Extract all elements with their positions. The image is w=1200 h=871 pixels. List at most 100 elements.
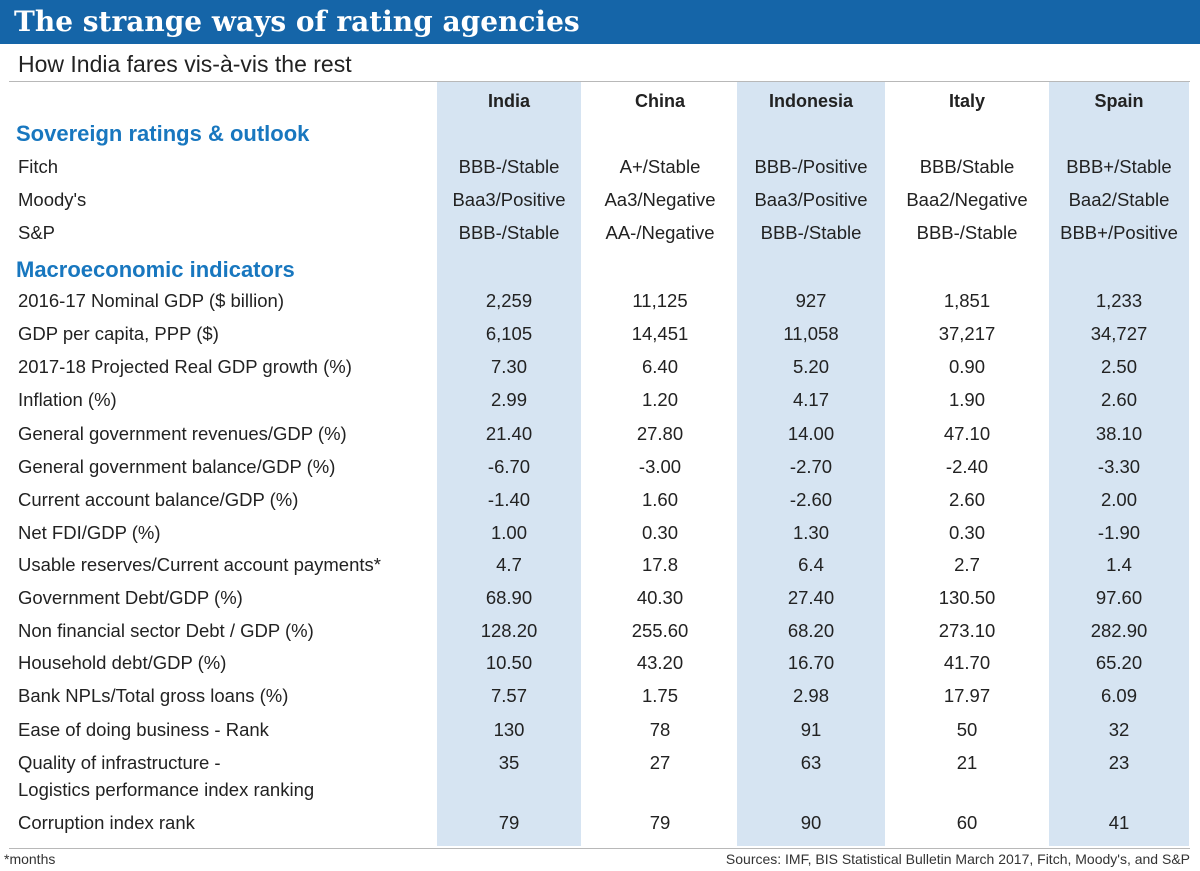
cell-india: 68.90: [485, 587, 533, 608]
cell-italy: 2.60: [948, 489, 985, 510]
row-label-line: S&P: [18, 222, 56, 243]
row-label: Moody's: [18, 186, 86, 213]
cell-indonesia: 1.30: [792, 522, 829, 543]
cell-indonesia: -2.70: [789, 456, 833, 477]
chart-title: The strange ways of rating agencies: [0, 0, 1200, 44]
row-label: General government revenues/GDP (%): [18, 420, 347, 447]
cell-indonesia: 6.4: [798, 554, 824, 575]
cell-indonesia: 68.20: [787, 620, 835, 641]
row-label: Quality of infrastructure - Logistics per…: [18, 749, 314, 803]
cell-china: Aa3/Negative: [604, 189, 716, 210]
cell-china: A+/Stable: [619, 156, 701, 177]
cell-india: 2,259: [485, 290, 533, 311]
cell-indonesia: 91: [800, 719, 822, 740]
footnote: *months: [4, 851, 56, 867]
column-header-indonesia: Indonesia: [768, 91, 853, 111]
row-label-line: Bank NPLs/Total gross loans (%): [18, 685, 289, 706]
cell-italy: 47.10: [943, 423, 991, 444]
section-title-sovereign-ratings-outlook: Sovereign ratings & outlook: [16, 121, 310, 146]
column-header-india: India: [487, 91, 530, 111]
column-shade-india: [437, 82, 581, 846]
cell-spain: 41: [1108, 812, 1130, 833]
cell-italy: 41.70: [943, 652, 991, 673]
cell-india: 4.7: [496, 554, 522, 575]
table-frame: [9, 81, 1190, 849]
row-label: Corruption index rank: [18, 809, 195, 836]
cell-spain: 34,727: [1090, 323, 1148, 344]
cell-china: 27.80: [636, 423, 684, 444]
cell-china: 11,125: [632, 290, 688, 311]
section-title-macroeconomic-indicators: Macroeconomic indicators: [16, 257, 295, 282]
cell-italy: 130.50: [938, 587, 996, 608]
cell-china: 78: [649, 719, 671, 740]
row-label-line: Government Debt/GDP (%): [18, 587, 243, 608]
cell-indonesia: 2.98: [792, 685, 829, 706]
cell-china: 6.40: [641, 356, 678, 377]
cell-italy: 273.10: [938, 620, 996, 641]
cell-china: -3.00: [638, 456, 682, 477]
row-label: Ease of doing business - Rank: [18, 716, 269, 743]
cell-spain: 23: [1108, 752, 1130, 773]
row-label-line: Net FDI/GDP (%): [18, 522, 161, 543]
sources-note: Sources: IMF, BIS Statistical Bulletin M…: [725, 851, 1190, 867]
cell-india: 1.00: [490, 522, 527, 543]
row-label-line: General government balance/GDP (%): [18, 456, 336, 477]
row-label: Net FDI/GDP (%): [18, 519, 161, 546]
cell-spain: 38.10: [1095, 423, 1143, 444]
cell-indonesia: 4.17: [792, 389, 829, 410]
row-label-line: Logistics performance index ranking: [18, 779, 315, 800]
row-label-line: 2017-18 Projected Real GDP growth (%): [18, 356, 352, 377]
cell-indonesia: 14.00: [787, 423, 835, 444]
row-label-line: Fitch: [18, 156, 59, 177]
cell-india: 128.20: [480, 620, 538, 641]
cell-italy: 1.90: [948, 389, 985, 410]
cell-spain: Baa2/Stable: [1068, 189, 1170, 210]
row-label-line: Ease of doing business - Rank: [18, 719, 269, 740]
cell-india: 130: [493, 719, 525, 740]
cell-china: AA-/Negative: [605, 222, 715, 243]
cell-spain: 32: [1108, 719, 1130, 740]
cell-india: 7.57: [490, 685, 527, 706]
cell-india: 79: [498, 812, 520, 833]
cell-italy: BBB-/Stable: [916, 222, 1018, 243]
cell-italy: 2.7: [954, 554, 980, 575]
cell-spain: 1,233: [1095, 290, 1143, 311]
row-label: Non financial sector Debt / GDP (%): [18, 617, 314, 644]
cell-indonesia: Baa3/Positive: [754, 189, 868, 210]
cell-indonesia: BBB-/Stable: [760, 222, 862, 243]
cell-india: 21.40: [485, 423, 533, 444]
cell-italy: Baa2/Negative: [906, 189, 1028, 210]
cell-spain: 2.60: [1100, 389, 1137, 410]
cell-spain: 1.4: [1106, 554, 1132, 575]
cell-china: 27: [649, 752, 671, 773]
cell-india: 6,105: [485, 323, 533, 344]
cell-italy: -2.40: [945, 456, 989, 477]
cell-spain: 282.90: [1090, 620, 1148, 641]
row-label-line: Quality of infrastructure -: [18, 752, 221, 773]
cell-italy: 0.90: [948, 356, 985, 377]
row-label-line: Household debt/GDP (%): [18, 652, 227, 673]
cell-china: 79: [649, 812, 671, 833]
cell-italy: 50: [956, 719, 978, 740]
cell-china: 1.75: [641, 685, 678, 706]
row-label: GDP per capita, PPP ($): [18, 320, 219, 347]
cell-indonesia: 927: [795, 290, 827, 311]
chart-subtitle: How India fares vis-à-vis the rest: [18, 51, 352, 77]
cell-china: 1.60: [641, 489, 678, 510]
column-header-china: China: [634, 91, 685, 111]
column-header-spain: Spain: [1094, 91, 1144, 111]
cell-italy: BBB/Stable: [919, 156, 1015, 177]
cell-italy: 17.97: [943, 685, 991, 706]
cell-italy: 60: [956, 812, 978, 833]
row-label: Bank NPLs/Total gross loans (%): [18, 682, 288, 709]
column-shade-indonesia: [737, 82, 885, 846]
cell-spain: 2.50: [1100, 356, 1137, 377]
cell-italy: 1,851: [943, 290, 991, 311]
row-label-line: Inflation (%): [18, 389, 117, 410]
cell-indonesia: -2.60: [789, 489, 833, 510]
cell-spain: BBB+/Stable: [1066, 156, 1172, 177]
row-label-line: Usable reserves/Current account payments…: [18, 554, 381, 575]
cell-india: 2.99: [490, 389, 527, 410]
cell-india: Baa3/Positive: [452, 189, 566, 210]
column-shade-spain: [1049, 82, 1189, 846]
